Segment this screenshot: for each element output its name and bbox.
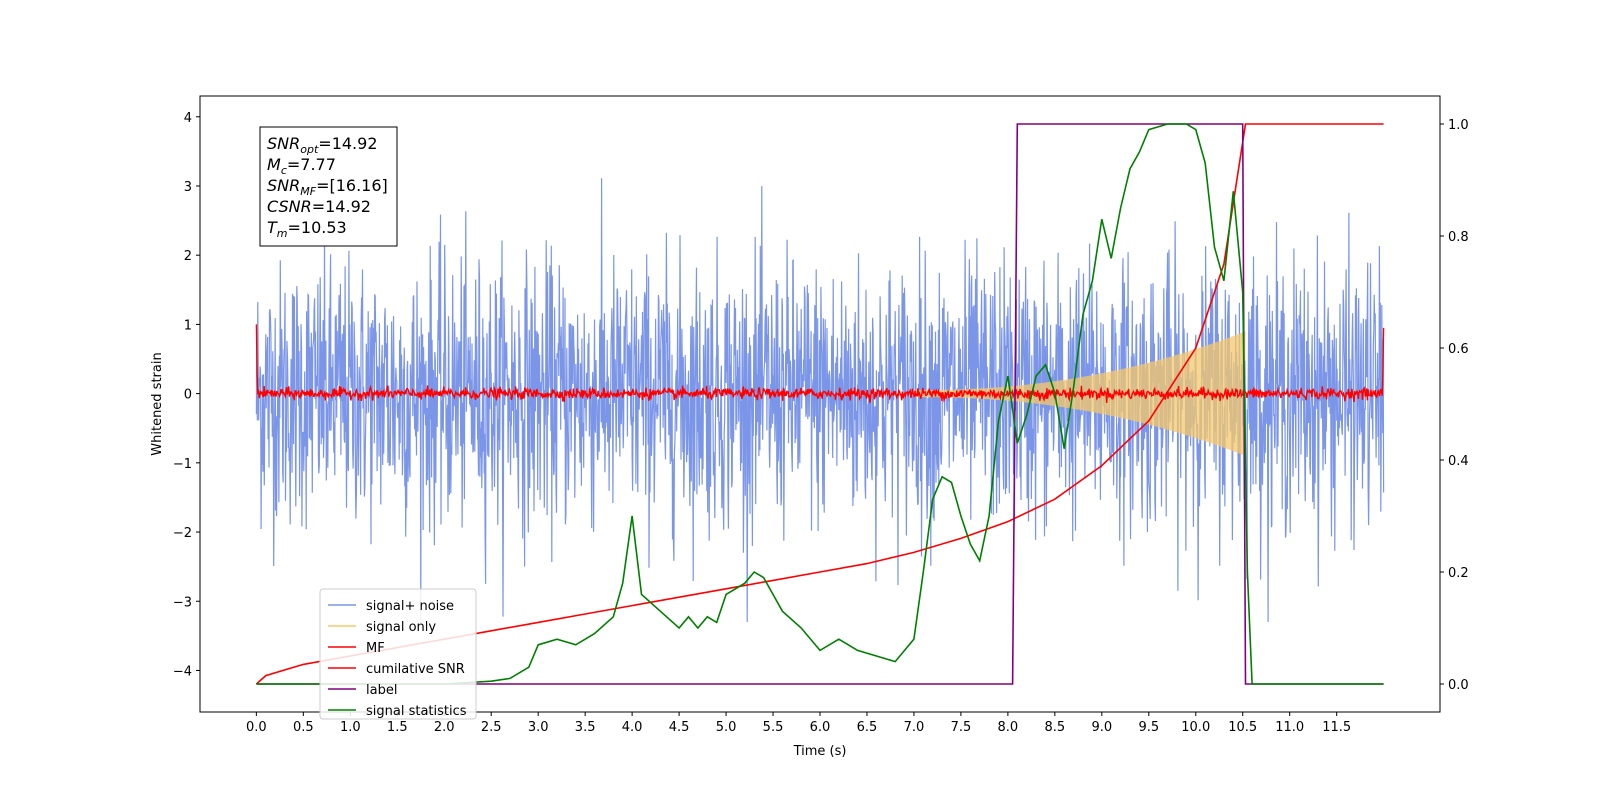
x-tick-label: 5.5 [763,720,784,735]
x-tick-label: 9.5 [1138,720,1159,735]
info-subscript: opt [300,143,319,156]
info-value: =14.92 [312,197,371,216]
x-tick-label: 0.5 [293,720,314,735]
legend-label: signal only [366,620,436,635]
y-tick-label-left: 4 [184,111,192,126]
y-axis-right: 0.0 0.2 0.4 0.6 0.8 1.0 [1440,118,1469,693]
legend-label: signal statistics [366,704,467,719]
info-line: Tm=10.53 [267,218,347,240]
legend-label: label [366,683,397,698]
x-tick-label: 1.5 [387,720,408,735]
x-tick-label: 0.0 [246,720,267,735]
info-line: Mc=7.77 [267,155,336,177]
legend: signal+ noise signal only MF cumilative SNR… [319,588,477,720]
y-tick-label-right: 0.4 [1448,454,1469,469]
series-mf [255,324,1385,404]
y-tick-label-left: −1 [173,457,192,472]
legend-label: cumilative SNR [366,662,465,677]
x-tick-label: 11.5 [1322,720,1351,735]
x-tick-label: 3.5 [575,720,596,735]
y-tick-label-left: 0 [184,388,192,403]
y-tick-label-left: −3 [173,595,192,610]
legend-frame [319,588,477,720]
x-tick-label: 2.5 [481,720,502,735]
info-line: CSNR=14.92 [267,197,371,216]
x-tick-label: 3.0 [528,720,549,735]
x-tick-label: 2.0 [434,720,455,735]
y-tick-label-left: 2 [184,249,192,264]
x-tick-label: 10.5 [1228,720,1257,735]
x-tick-label: 11.0 [1275,720,1304,735]
y-tick-label-left: −4 [173,664,192,679]
y-tick-label-left: −2 [173,526,192,541]
x-tick-label: 7.0 [904,720,925,735]
info-value: =14.92 [318,134,377,153]
x-tick-label: 10.0 [1181,720,1210,735]
info-value: =7.77 [287,155,336,174]
x-tick-label: 4.0 [622,720,643,735]
info-symbol: T [267,218,278,237]
x-tick-label: 7.5 [951,720,972,735]
info-symbol: M [267,155,281,174]
y-tick-label-right: 0.0 [1448,678,1469,693]
info-box-frame [259,126,398,247]
series-signal-plus-noise [255,178,1385,623]
x-tick-label: 6.5 [857,720,878,735]
info-subscript: m [277,227,288,240]
info-symbol: CSNR [267,197,312,216]
x-tick-label: 6.0 [810,720,831,735]
legend-label: signal+ noise [366,599,454,614]
x-tick-label: 8.5 [1045,720,1066,735]
x-tick-label: 4.5 [669,720,690,735]
info-value: =10.53 [288,218,347,237]
x-axis-label: Time (s) [793,744,847,759]
info-subscript: c [281,164,287,177]
x-axis: 0.0 0.5 1.0 1.5 2.0 2.5 3.0 3.5 4.0 4.5 5.0 5.5 6.0 6… [246,712,1351,735]
y-tick-label-left: 3 [184,180,192,195]
info-symbol: SNR [267,134,300,153]
y-axis-label: Whitened strain [150,352,165,455]
info-lines: SNRopt=14.92Mc=7.77SNRMF=[16.16]CSNR=14.… [267,134,388,240]
y-tick-label-right: 0.6 [1448,342,1469,357]
info-line: SNRopt=14.92 [267,134,378,156]
y-tick-label-right: 0.2 [1448,566,1469,581]
series-signal-statistics [256,123,1384,685]
info-line: SNRMF=[16.16] [267,176,388,198]
info-value: =[16.16] [316,176,388,195]
info-subscript: MF [300,185,316,198]
x-tick-label: 9.0 [1091,720,1112,735]
info-box: SNRopt=14.92Mc=7.77SNRMF=[16.16]CSNR=14.… [259,126,398,247]
x-tick-label: 1.0 [340,720,361,735]
y-axis-left: −4 −3 −2 −1 0 1 2 3 4 [173,111,200,679]
y-tick-label-left: 1 [184,318,192,333]
y-tick-label-right: 1.0 [1448,118,1469,133]
y-tick-label-right: 0.8 [1448,230,1469,245]
x-tick-label: 8.0 [998,720,1019,735]
legend-items: signal+ noise signal only MF cumilative SNR… [328,599,467,719]
info-symbol: SNR [267,176,300,195]
legend-label: MF [366,641,385,656]
x-tick-label: 5.0 [716,720,737,735]
